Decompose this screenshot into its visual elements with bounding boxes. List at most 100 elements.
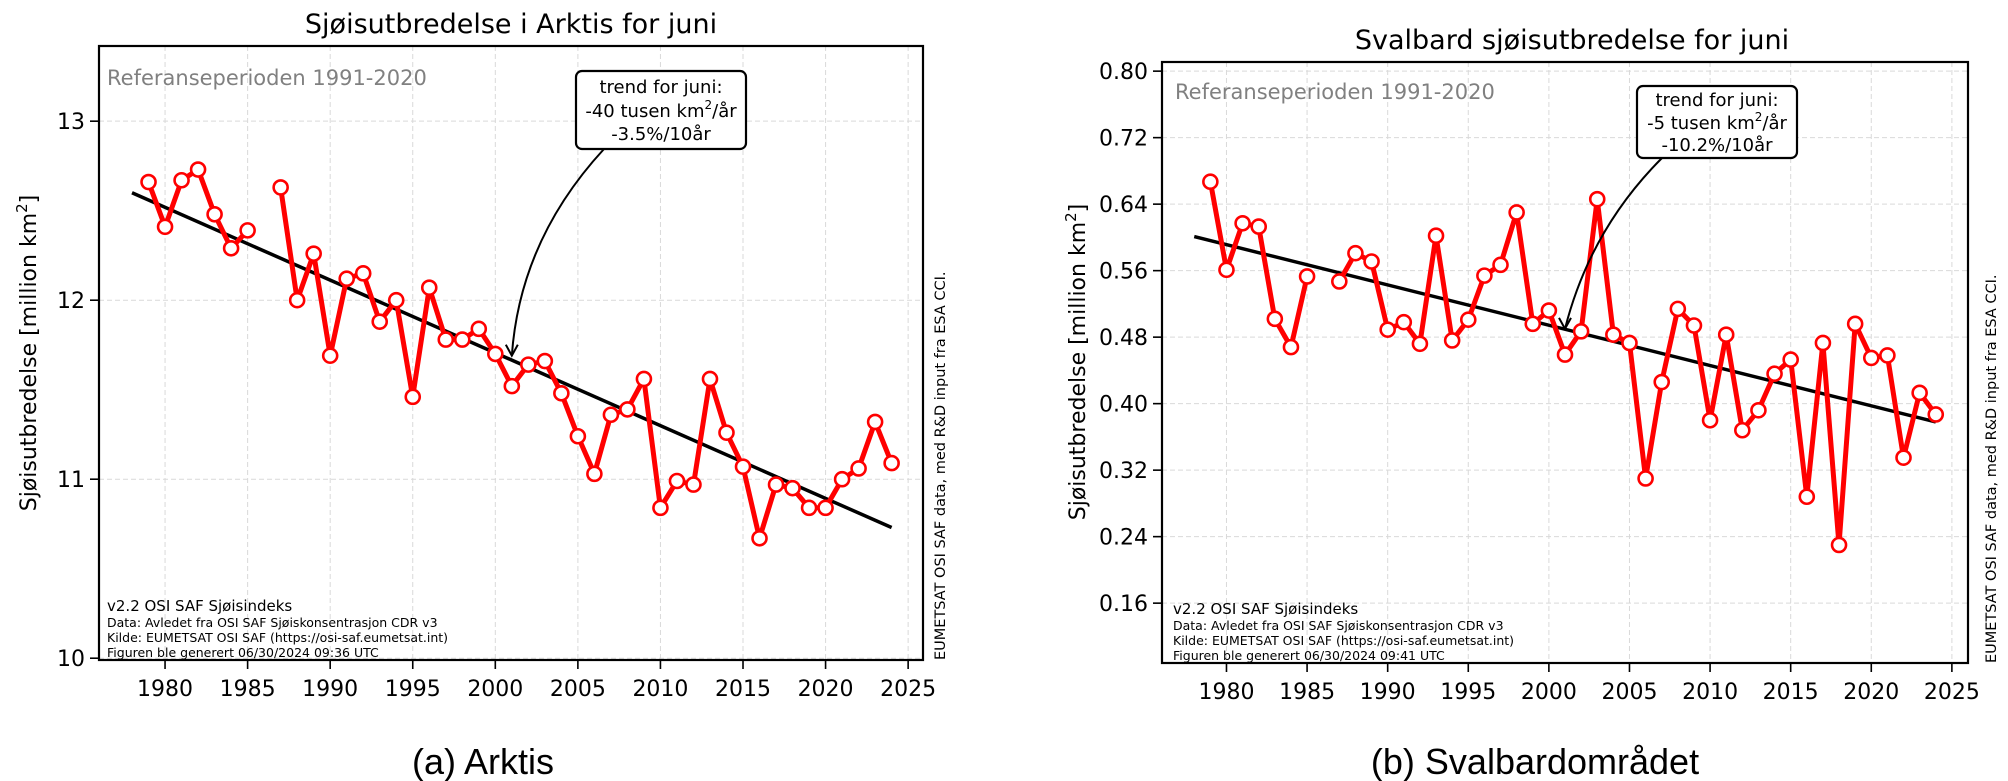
axis-ticks: 1980 1985 1990 1995 2000 2005 2010 2015 2020 2025… [57, 110, 936, 702]
data-point [404, 388, 422, 406]
footer-credits: v2.2 OSI SAF Sjøisindeks Data: Avledet f… [107, 597, 448, 660]
source-side-text: EUMETSAT OSI SAF data, med R&D input fra… [1984, 274, 2000, 663]
data-point [619, 401, 636, 418]
data-point [288, 291, 306, 309]
data-point [1266, 310, 1284, 328]
y-tick-label: 13 [57, 110, 85, 135]
x-tick-label: 1980 [1198, 680, 1254, 705]
trend-layer [131, 191, 893, 530]
data-point [1814, 334, 1832, 352]
annotation-line-3: -10.2%/10år [1661, 135, 1773, 156]
data-point [652, 499, 669, 517]
y-axis-label-main: Sjøisutbredelse [million km [1066, 222, 1091, 520]
caption-arktis: (a) Arktis [412, 741, 554, 781]
y-tick-label: 0.72 [1099, 127, 1148, 152]
x-tick-label: 1995 [1440, 680, 1496, 705]
data-point [866, 413, 884, 431]
annotation-line-1: trend for juni: [1655, 90, 1778, 111]
data-point [1846, 315, 1864, 333]
x-tick-label: 1980 [137, 677, 193, 702]
data-point [685, 476, 702, 493]
data-point [718, 424, 735, 441]
y-tick-label: 0.80 [1099, 60, 1148, 85]
data-point [1605, 326, 1622, 343]
arrow-head-icon [1558, 317, 1572, 331]
x-tick-label: 2015 [715, 677, 771, 702]
trend-annotation: trend for juni: -40 tusen km2/år -3.5%/1… [504, 69, 748, 358]
x-tick-label: 1995 [385, 677, 441, 702]
data-point [1588, 190, 1606, 208]
data-point [470, 320, 488, 338]
data-point [1363, 253, 1380, 270]
data-point [1476, 267, 1493, 284]
x-tick-label: 1985 [220, 677, 276, 702]
y-tick-label: 11 [57, 468, 85, 493]
x-tick-label: 1990 [302, 677, 358, 702]
data-point [420, 279, 438, 296]
x-tick-label: 2005 [1601, 680, 1657, 705]
data-point [1459, 311, 1477, 328]
annotation-box [574, 69, 748, 151]
data-point [371, 313, 389, 330]
data-point [338, 270, 355, 288]
data-point [437, 331, 455, 348]
panel-svalbard: Svalbard sjøisutbredelse for juni Refera… [1062, 25, 2000, 781]
y-axis-label-sup: 2 [1062, 212, 1080, 222]
x-tick-label: 2005 [550, 677, 606, 702]
series-layer [140, 161, 900, 547]
data-point [1202, 173, 1219, 191]
trend-annotation: trend for juni: -5 tusen km2/år -10.2%/1… [1558, 84, 1799, 331]
footer-line-1: v2.2 OSI SAF Sjøisindeks [1173, 600, 1358, 618]
x-tick-label: 2020 [798, 677, 854, 702]
data-point [1379, 321, 1396, 338]
data-point [1862, 349, 1880, 367]
chart-title: Sjøisutbredelse i Arktis for juni [305, 9, 717, 40]
y-axis-label-end: ] [17, 195, 42, 204]
data-point [850, 460, 867, 477]
data-point [833, 470, 851, 488]
y-tick-label: 0.16 [1099, 592, 1148, 617]
data-point [1347, 244, 1364, 262]
data-point [553, 384, 570, 402]
data-point [156, 218, 174, 236]
footer-line-3: Kilde: EUMETSAT OSI SAF (https://osi-saf… [1173, 633, 1514, 648]
data-point [222, 239, 240, 257]
annotation-line-2-prefix: -5 tusen km [1647, 113, 1755, 134]
data-point [1508, 204, 1525, 221]
x-tick-label: 2010 [632, 677, 688, 702]
x-tick-label: 2000 [467, 677, 523, 702]
data-point [817, 499, 834, 517]
x-tick-label: 2025 [1924, 680, 1980, 705]
data-point [1298, 268, 1316, 285]
data-point [1927, 406, 1945, 423]
data-point [1395, 313, 1413, 331]
y-tick-label: 0.48 [1099, 326, 1148, 351]
data-point [1879, 347, 1896, 364]
annotation-box [1635, 84, 1799, 160]
data-point [206, 205, 223, 223]
footer-line-2: Data: Avledet fra OSI SAF Sjøiskonsentra… [107, 615, 438, 630]
trend-line [131, 191, 893, 530]
data-point [1282, 338, 1300, 356]
footer-credits: v2.2 OSI SAF Sjøisindeks Data: Avledet f… [1173, 600, 1514, 663]
annotation-line-2-prefix: -40 tusen km [585, 101, 704, 122]
data-point [272, 179, 289, 196]
annotation-line-1: trend for juni: [599, 77, 722, 98]
data-point [1556, 346, 1574, 363]
data-point [784, 479, 801, 497]
data-point [503, 377, 521, 395]
data-point [1734, 421, 1751, 439]
x-tick-label: 2020 [1843, 680, 1899, 705]
data-point [520, 356, 537, 373]
reference-period-label: Referanseperioden 1991-2020 [1175, 80, 1495, 104]
arrow-head-icon [504, 344, 519, 358]
data-point [239, 222, 256, 239]
annotation-line-3: -3.5%/10år [611, 124, 711, 145]
data-point [767, 476, 785, 493]
annotation-arrow [510, 148, 605, 356]
footer-line-1: v2.2 OSI SAF Sjøisindeks [107, 597, 292, 615]
annotation-line-2: -5 tusen km2/år [1647, 110, 1787, 134]
data-point [1234, 214, 1251, 232]
y-tick-label: 0.40 [1099, 393, 1148, 418]
